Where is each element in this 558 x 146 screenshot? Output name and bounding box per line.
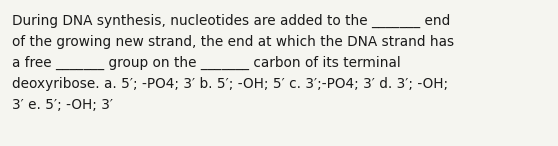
Text: During DNA synthesis, nucleotides are added to the _______ end: During DNA synthesis, nucleotides are ad… <box>12 14 450 28</box>
Text: deoxyribose. a. 5′; -PO4; 3′ b. 5′; -OH; 5′ c. 3′;-PO4; 3′ d. 3′; -OH;: deoxyribose. a. 5′; -PO4; 3′ b. 5′; -OH;… <box>12 77 448 91</box>
Text: 3′ e. 5′; -OH; 3′: 3′ e. 5′; -OH; 3′ <box>12 98 113 112</box>
Text: of the growing new strand, the end at which the DNA strand has: of the growing new strand, the end at wh… <box>12 35 454 49</box>
Text: a free _______ group on the _______ carbon of its terminal: a free _______ group on the _______ carb… <box>12 56 401 70</box>
